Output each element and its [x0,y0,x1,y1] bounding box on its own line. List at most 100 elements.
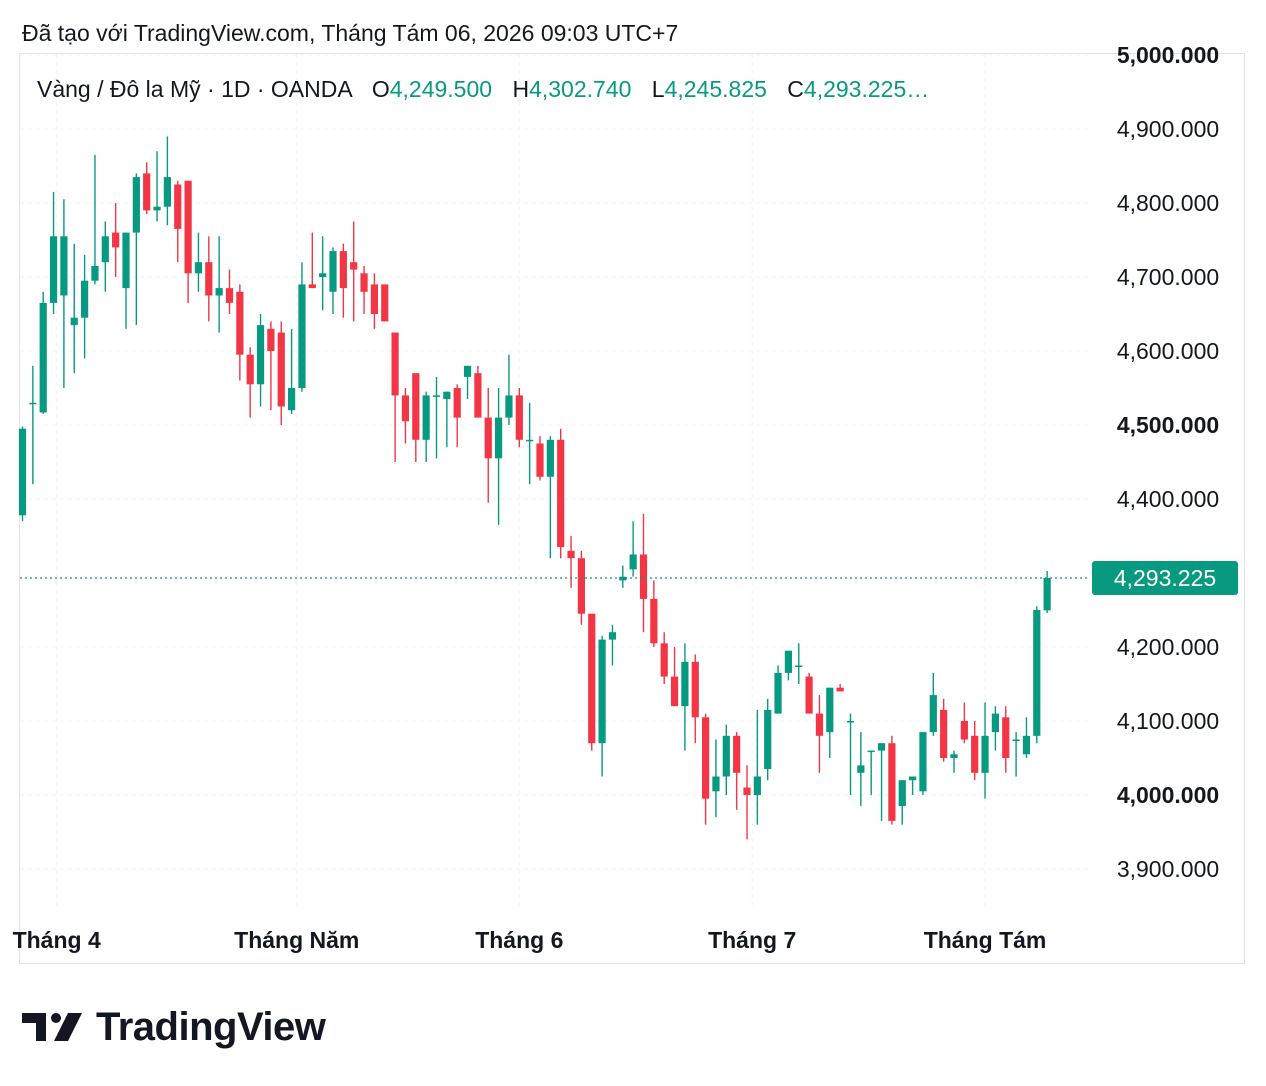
candle-body [826,687,834,733]
price-axis: 5,000.000 4,900.000 4,800.000 4,700.000 4,60… [1117,42,1219,882]
y-tick-label: 4,000.000 [1117,782,1219,808]
candle-body [474,373,482,418]
y-tick-label: 4,200.000 [1117,634,1219,660]
candle-body [526,439,534,442]
candle-body [857,765,865,773]
candle-body [919,732,927,792]
candle-body [1012,739,1020,741]
high-value: 4,302.740 [529,76,632,102]
candle-body [940,709,948,758]
candles [18,136,1051,840]
high-label: H [512,76,530,102]
candle-body [288,388,296,411]
candle-body [298,284,306,388]
candle-body [784,650,792,673]
y-tick-label: 4,900.000 [1117,116,1219,142]
candle-body [722,735,730,777]
x-tick-label: Tháng Năm [234,927,359,953]
candle-body [660,643,668,677]
open-value: 4,249.500 [389,76,493,102]
candle-body [60,236,68,296]
candle-body [960,721,968,740]
candle-body [557,439,565,548]
tradingview-logo-text: TradingView [96,1004,326,1049]
candle-body [329,251,337,292]
y-tick-label: 5,000.000 [1117,42,1219,68]
x-tick-label: Tháng 4 [13,927,101,953]
y-tick-label: 4,800.000 [1117,190,1219,216]
candle-body [888,743,896,821]
candle-body [753,776,761,795]
candle-body [670,676,679,707]
candle-body [536,443,544,477]
chart-caption: Đã tạo với TradingView.com, Tháng Tám 06… [22,20,679,46]
candle-body [805,676,813,714]
candle-body [629,554,637,570]
candle-body [70,317,78,326]
candle-body [391,332,399,396]
candle-body [401,395,410,422]
candle-body [29,402,37,405]
candle-body [319,273,327,277]
candle-body [795,665,803,667]
candle-body [1033,610,1041,736]
last-price-badge [1092,561,1238,596]
candle-body [991,713,999,733]
candle-body [225,288,234,303]
candle-body [733,735,741,773]
candle-body [619,576,627,581]
candle-body [49,236,58,303]
candle-body [163,177,171,207]
candle-body [463,365,472,377]
candle-body [194,262,203,274]
candle-body [18,428,27,516]
candle-body [867,750,875,753]
candle-body [215,288,223,296]
candle-body [432,395,441,397]
y-tick-label: 4,600.000 [1117,338,1219,364]
y-tick-label: 4,700.000 [1117,264,1219,290]
low-label: L [651,76,665,102]
candle-body [143,173,151,211]
candle-body [39,302,47,413]
low-value: 4,245.825 [664,76,767,102]
candle-body [277,332,285,407]
candle-body [505,395,513,418]
time-axis: Tháng 4 Tháng Năm Tháng 6 Tháng 7 Tháng Tám [13,927,1047,953]
candle-body [256,325,265,385]
candle-body [81,280,89,318]
candle-body [971,735,979,773]
candle-body [422,395,430,440]
candle-body [929,695,937,733]
candle-body [836,687,844,692]
candle-body [608,632,617,640]
candle-body [1022,735,1031,755]
candle-body [650,598,658,644]
y-tick-label: 4,500.000 [1117,412,1219,438]
close-value: 4,293.225… [803,76,930,102]
candle-body [909,776,917,781]
candle-body [702,717,710,799]
x-tick-label: Tháng Tám [924,927,1047,953]
candle-body [205,262,213,296]
candle-body [898,780,906,807]
candle-body [91,265,99,281]
candle-body [877,743,886,751]
candle-body [764,709,772,770]
candle-body [639,554,648,599]
candle-body [360,273,368,292]
candle-body [743,787,751,795]
candle-body [267,328,275,351]
candle-body [577,558,585,614]
candle-body [101,236,109,263]
tradingview-logo[interactable]: TradingView [22,1003,326,1051]
grid-lines [20,54,1090,910]
candle-body [981,735,989,773]
ohlc-legend: Vàng / Đô la Mỹ · 1D · OANDA O4,249.500 … [37,76,929,103]
candle-body [681,661,689,707]
candle-body [1043,578,1051,611]
candle-body [567,550,575,559]
candle-body [815,713,824,736]
candle-body [412,373,420,440]
